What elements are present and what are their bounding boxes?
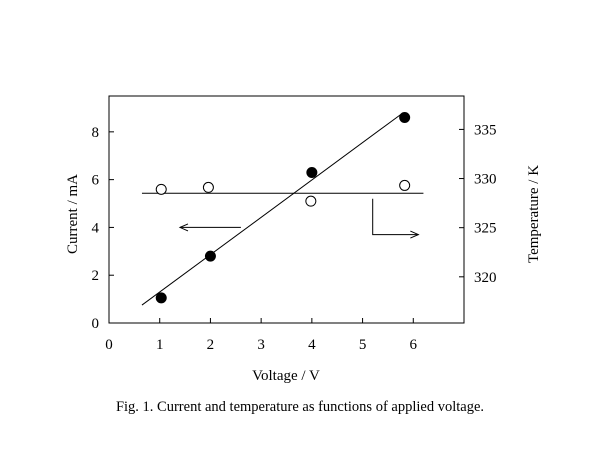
y-right-tick-label: 320 [474,270,497,286]
y-left-tick-label: 6 [92,173,100,189]
y-left-tick-label: 0 [92,316,100,332]
y-left-tick-label: 2 [92,268,100,284]
current-fit-line [141,112,404,306]
current-point [155,292,167,304]
x-tick-label: 1 [156,337,164,353]
y-right-tick-label: 330 [474,172,497,188]
y-left-tick-label: 8 [92,125,100,141]
x-tick-label: 6 [410,337,418,353]
right-axis-arrow [372,198,419,236]
y-left-tick-label: 4 [92,220,100,236]
current-point [306,166,318,178]
temperature-point [155,183,167,195]
y-right-axis-title: Temperature / K [526,165,542,263]
left-axis-arrow-head [178,223,189,232]
x-tick-label: 0 [105,337,113,353]
figure-caption: Fig. 1. Current and temperature as funct… [115,399,485,415]
temperature-point [399,179,411,191]
y-right-tick-label: 335 [474,122,497,138]
plot-frame [108,95,465,324]
x-tick-label: 3 [257,337,265,353]
y-right-tick-label: 325 [474,221,497,237]
right-axis-arrow-head [410,230,420,239]
temperature-point [305,195,317,207]
x-tick-label: 5 [359,337,367,353]
temperature-point [202,181,214,193]
x-tick-label: 4 [308,337,316,353]
y-left-axis-title: Current / mA [65,174,81,254]
x-tick-label: 2 [207,337,215,353]
x-axis-title: Voltage / V [252,368,320,384]
current-point [399,112,411,124]
current-point [204,250,216,262]
